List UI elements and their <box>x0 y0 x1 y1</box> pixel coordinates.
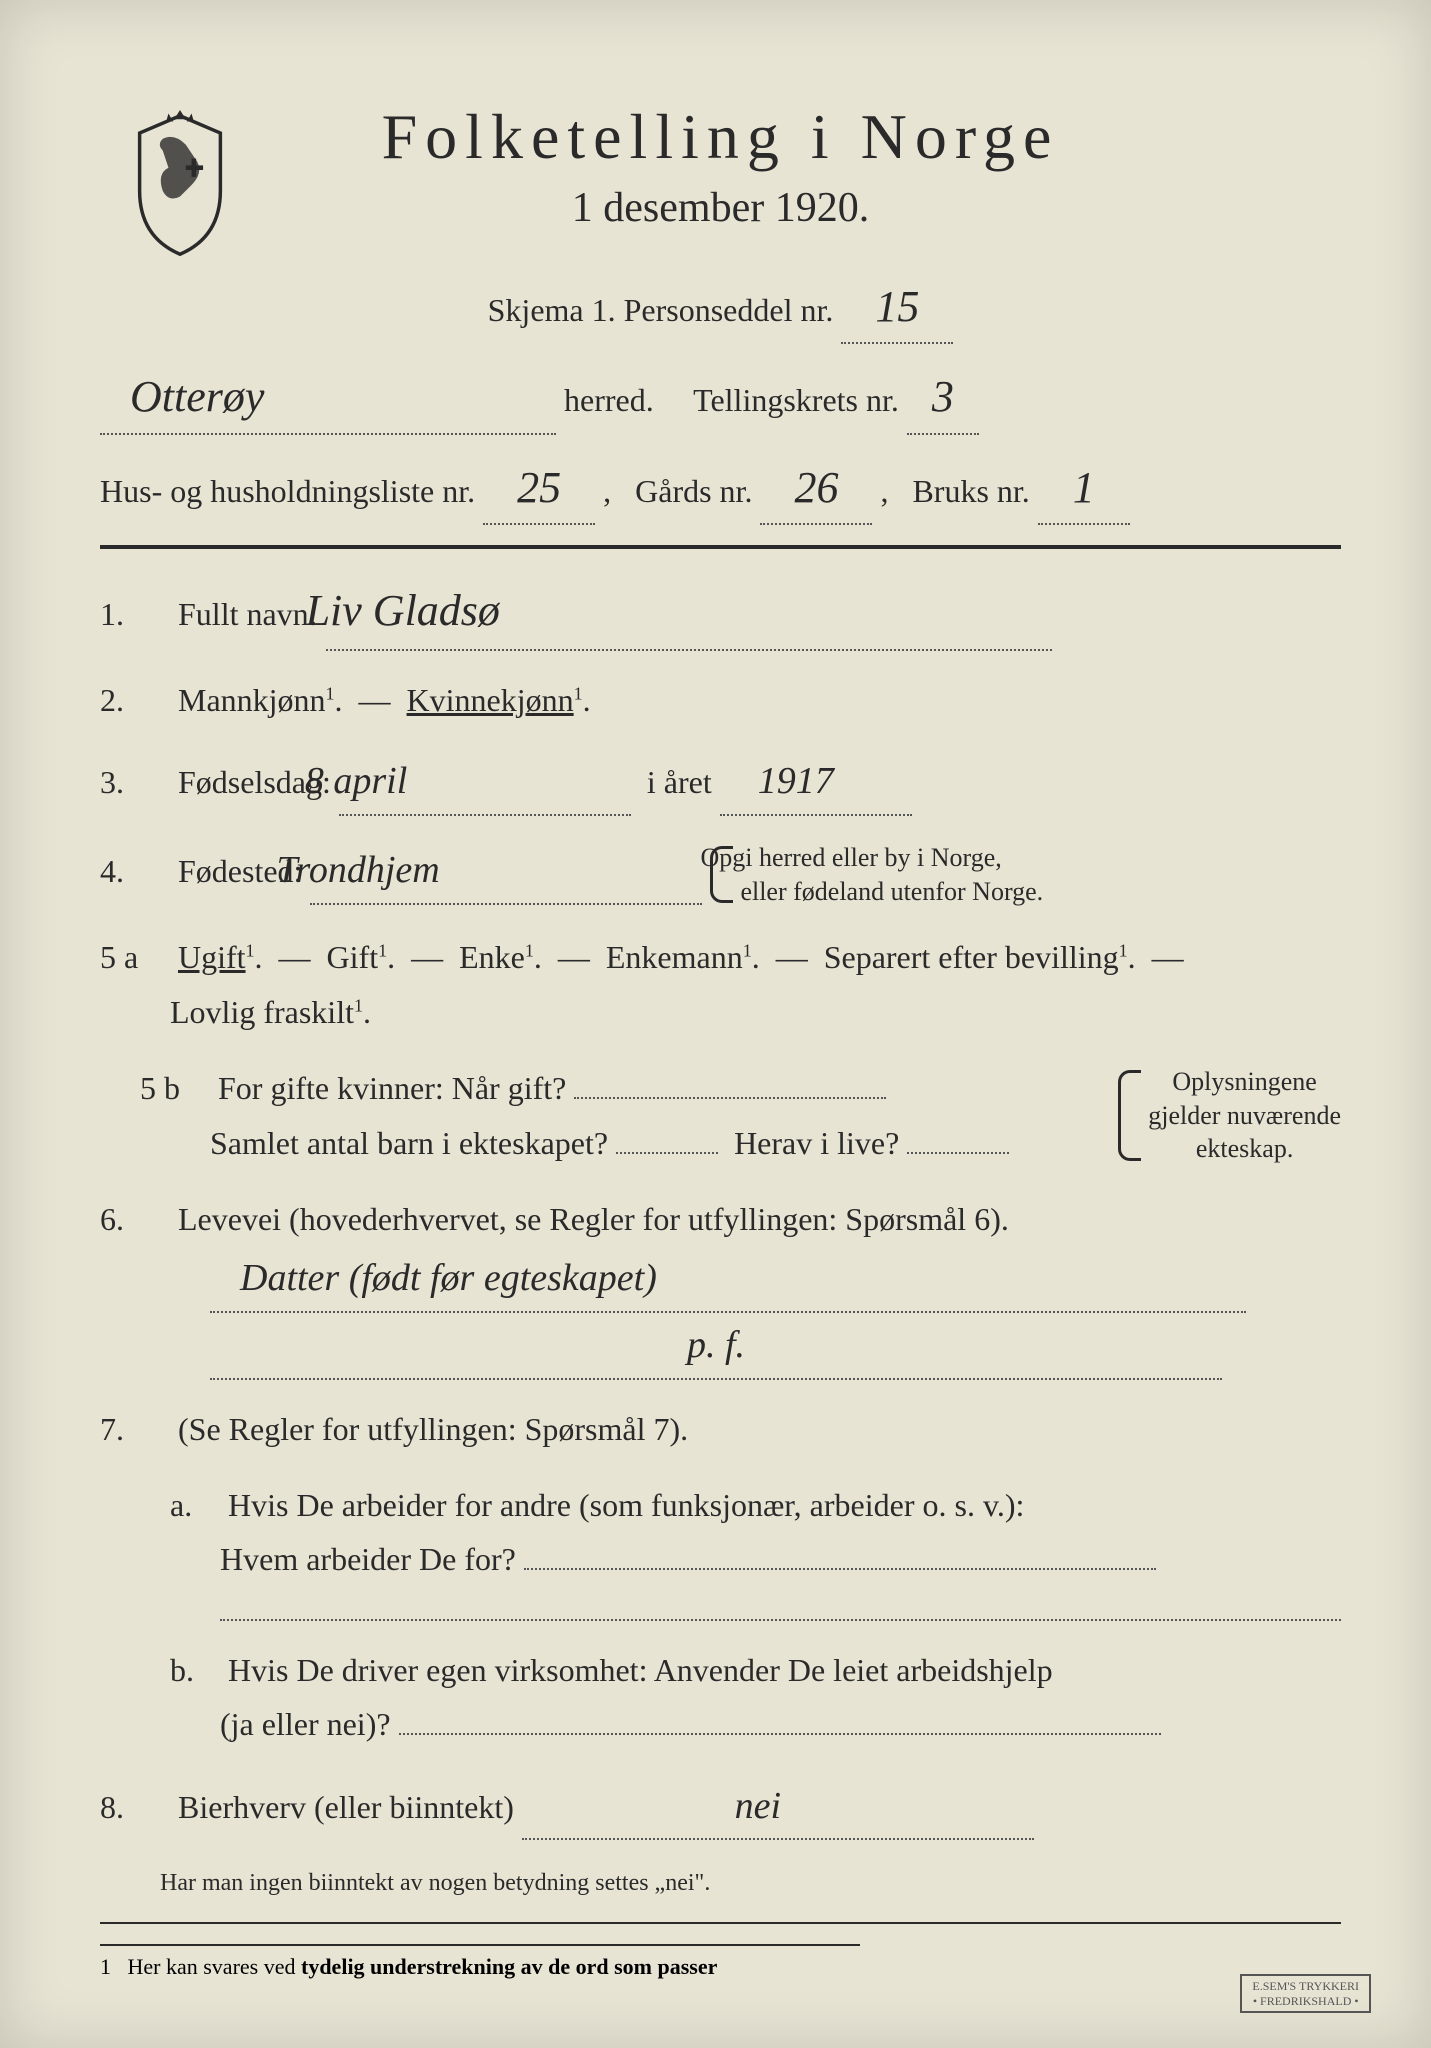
form-subtitle: 1 desember 1920. <box>100 184 1341 232</box>
q3-day: 8 april <box>339 749 631 816</box>
q6: 6. Levevei (hovederhvervet, se Regler fo… <box>100 1192 1341 1380</box>
q5b-note1: Oplysningene <box>1172 1067 1316 1096</box>
q7b-letter: b. <box>170 1643 220 1697</box>
q5b: 5 b For gifte kvinner: Når gift? Samlet … <box>100 1061 1341 1170</box>
q3-num: 3. <box>100 755 170 809</box>
q8: 8. Bierhverv (eller biinntekt) nei <box>100 1774 1341 1841</box>
q5a-opt3: Enkemann <box>606 939 743 975</box>
q7-num: 7. <box>100 1402 170 1456</box>
q2-kvinne: Kvinnekjønn <box>407 682 574 718</box>
q7a-label: Hvis De arbeider for andre (som funksjon… <box>228 1487 1024 1523</box>
q5b-blank1 <box>574 1097 886 1099</box>
q7a-letter: a. <box>170 1478 220 1532</box>
skjema-label: Skjema 1. Personseddel nr. <box>488 292 834 328</box>
q7b: b. Hvis De driver egen virksomhet: Anven… <box>100 1643 1341 1752</box>
q5b-label1: For gifte kvinner: Når gift? <box>218 1070 566 1106</box>
q7a-blank2 <box>220 1617 1341 1621</box>
q4-num: 4. <box>100 844 170 898</box>
q7a-label2: Hvem arbeider De for? <box>220 1541 516 1577</box>
census-form-page: Folketelling i Norge 1 desember 1920. Sk… <box>0 0 1431 2048</box>
bruks-label: Bruks nr. <box>912 473 1029 509</box>
q6-num: 6. <box>100 1192 170 1246</box>
hus-label: Hus- og husholdningsliste nr. <box>100 473 475 509</box>
q5a-num: 5 a <box>100 930 170 984</box>
q2: 2. Mannkjønn1. — Kvinnekjønn1. <box>100 673 1341 727</box>
q5a: 5 a Ugift1. — Gift1. — Enke1. — Enkemann… <box>100 930 1341 1039</box>
q7a: a. Hvis De arbeider for andre (som funks… <box>100 1478 1341 1621</box>
q5b-label3: Herav i live? <box>734 1125 899 1161</box>
tellingskrets-label: Tellingskrets nr. <box>693 382 899 418</box>
herred-name: Otterøy <box>100 362 556 434</box>
footnote-2: 1 Her kan svares ved tydelig understrekn… <box>100 1944 860 1980</box>
q5b-note3: ekteskap. <box>1196 1134 1293 1163</box>
personseddel-nr: 15 <box>841 272 953 344</box>
coat-of-arms-icon <box>120 110 240 260</box>
form-header: Folketelling i Norge 1 desember 1920. <box>100 100 1341 232</box>
q5a-opt5: Lovlig fraskilt <box>140 994 354 1030</box>
herred-line: Otterøy herred. Tellingskrets nr. 3 <box>100 362 1341 434</box>
q5b-note: Oplysningene gjelder nuværende ekteskap. <box>1118 1065 1341 1166</box>
q1-num: 1. <box>100 587 170 641</box>
q8-num: 8. <box>100 1780 170 1834</box>
q1-value: Liv Gladsø <box>326 574 1052 651</box>
hus-nr: 25 <box>483 453 595 525</box>
q7-label: (Se Regler for utfyllingen: Spørsmål 7). <box>178 1411 688 1447</box>
q3-year-label: i året <box>647 764 712 800</box>
q5b-note2: gjelder nuværende <box>1148 1101 1341 1130</box>
q6-label: Levevei (hovederhvervet, se Regler for u… <box>178 1201 1009 1237</box>
printer-stamp: E.SEM'S TRYKKERI • FREDRIKSHALD • <box>1240 1974 1371 2013</box>
q5b-num: 5 b <box>140 1061 210 1115</box>
bruks-nr: 1 <box>1038 453 1130 525</box>
q2-num: 2. <box>100 673 170 727</box>
q4-note2: eller fødeland utenfor Norge. <box>740 877 1043 906</box>
q5a-opt4: Separert efter bevilling <box>824 939 1119 975</box>
gards-nr: 26 <box>760 453 872 525</box>
q6-value: Datter (født før egteskapet) <box>210 1246 1246 1313</box>
q4-value: Trondhjem <box>310 838 702 905</box>
divider-main <box>100 545 1341 549</box>
tellingskrets-nr: 3 <box>907 362 979 434</box>
footnote-2-text: Her kan svares ved tydelig understreknin… <box>128 1954 718 1979</box>
q4-note1: Opgi herred eller by i Norge, <box>700 843 1001 872</box>
q5b-blank3 <box>907 1152 1009 1154</box>
q1-label: Fullt navn: <box>178 596 318 632</box>
stamp-line1: E.SEM'S TRYKKERI <box>1252 1979 1359 1993</box>
q5a-opt2: Enke <box>459 939 525 975</box>
footnote-2-prefix: 1 <box>100 1954 111 1979</box>
q3: 3. Fødselsdag: 8 april i året 1917 <box>100 749 1341 816</box>
q7: 7. (Se Regler for utfyllingen: Spørsmål … <box>100 1402 1341 1456</box>
q5b-label2: Samlet antal barn i ekteskapet? <box>140 1125 608 1161</box>
q8-label: Bierhverv (eller biinntekt) <box>178 1789 514 1825</box>
q5b-blank2 <box>616 1152 718 1154</box>
q1: 1. Fullt navn: Liv Gladsø <box>100 574 1341 651</box>
herred-label: herred. <box>564 382 654 418</box>
q2-mann: Mannkjønn <box>178 682 326 718</box>
q7b-blank <box>399 1733 1161 1735</box>
q6-value2: p. f. <box>210 1313 1222 1380</box>
q5a-opt0: Ugift <box>178 939 246 975</box>
footnote-1: Har man ingen biinntekt av nogen betydni… <box>100 1870 1341 1897</box>
form-title: Folketelling i Norge <box>100 100 1341 174</box>
q5a-opt1: Gift <box>327 939 379 975</box>
q3-year: 1917 <box>720 749 912 816</box>
personseddel-line: Skjema 1. Personseddel nr. 15 <box>100 272 1341 344</box>
q8-value: nei <box>522 1774 1034 1841</box>
divider-footer <box>100 1922 1341 1924</box>
q7b-label: Hvis De driver egen virksomhet: Anvender… <box>228 1652 1053 1688</box>
q7a-blank <box>524 1568 1156 1570</box>
stamp-line2: • FREDRIKSHALD • <box>1253 1994 1359 2008</box>
hus-line: Hus- og husholdningsliste nr. 25 , Gårds… <box>100 453 1341 525</box>
gards-label: Gårds nr. <box>635 473 752 509</box>
q7b-label2: (ja eller nei)? <box>220 1706 391 1742</box>
q4: 4. Fødested: Trondhjem Opgi herred eller… <box>100 838 1341 908</box>
q4-note: Opgi herred eller by i Norge, eller føde… <box>710 841 1043 909</box>
